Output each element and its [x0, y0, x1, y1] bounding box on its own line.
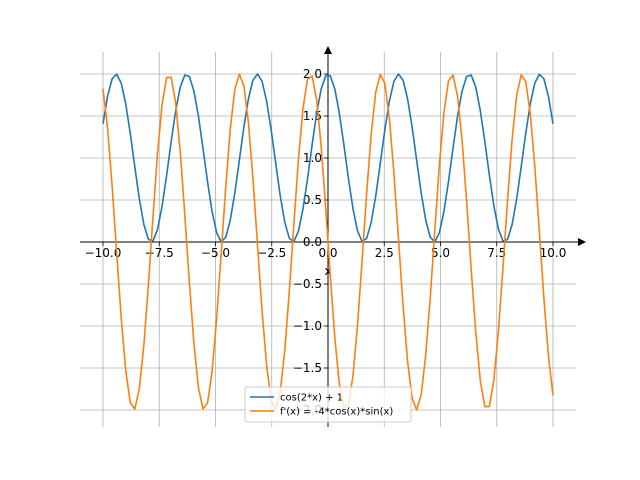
series-line-2 — [102, 73, 554, 411]
legend-box — [244, 386, 412, 423]
legend: cos(2*x) + 1 f'(x) = -4*cos(x)*sin(x) — [244, 386, 412, 423]
x-tick-label: −2.5 — [257, 246, 286, 260]
y-tick-label: 0.5 — [303, 193, 322, 207]
y-tick-label: 0.0 — [303, 235, 322, 249]
x-tick-label: 2.5 — [375, 246, 394, 260]
y-tick-label: −0.5 — [293, 277, 322, 291]
legend-label: f'(x) = -4*cos(x)*sin(x) — [280, 407, 393, 418]
x-axis-arrow — [578, 238, 586, 246]
tick-marks: −10.0−7.5−5.0−2.50.02.55.07.510.0−2.0−1.… — [85, 67, 567, 417]
y-tick-label: −1.0 — [293, 319, 322, 333]
x-tick-label: 7.5 — [487, 246, 506, 260]
y-tick-label: 2.0 — [303, 67, 322, 81]
series-lines — [102, 73, 554, 411]
legend-label: cos(2*x) + 1 — [280, 393, 343, 404]
x-tick-label: 5.0 — [431, 246, 450, 260]
x-tick-label: −10.0 — [85, 246, 122, 260]
y-tick-label: 1.0 — [303, 151, 322, 165]
series-line-1 — [102, 73, 554, 243]
y-tick-label: −1.5 — [293, 361, 322, 375]
y-axis-arrow — [324, 46, 332, 54]
x-tick-label: −7.5 — [145, 246, 174, 260]
x-axis-label: x — [324, 264, 331, 278]
x-tick-label: −5.0 — [201, 246, 230, 260]
x-tick-label: 10.0 — [540, 246, 567, 260]
axes — [80, 46, 586, 427]
